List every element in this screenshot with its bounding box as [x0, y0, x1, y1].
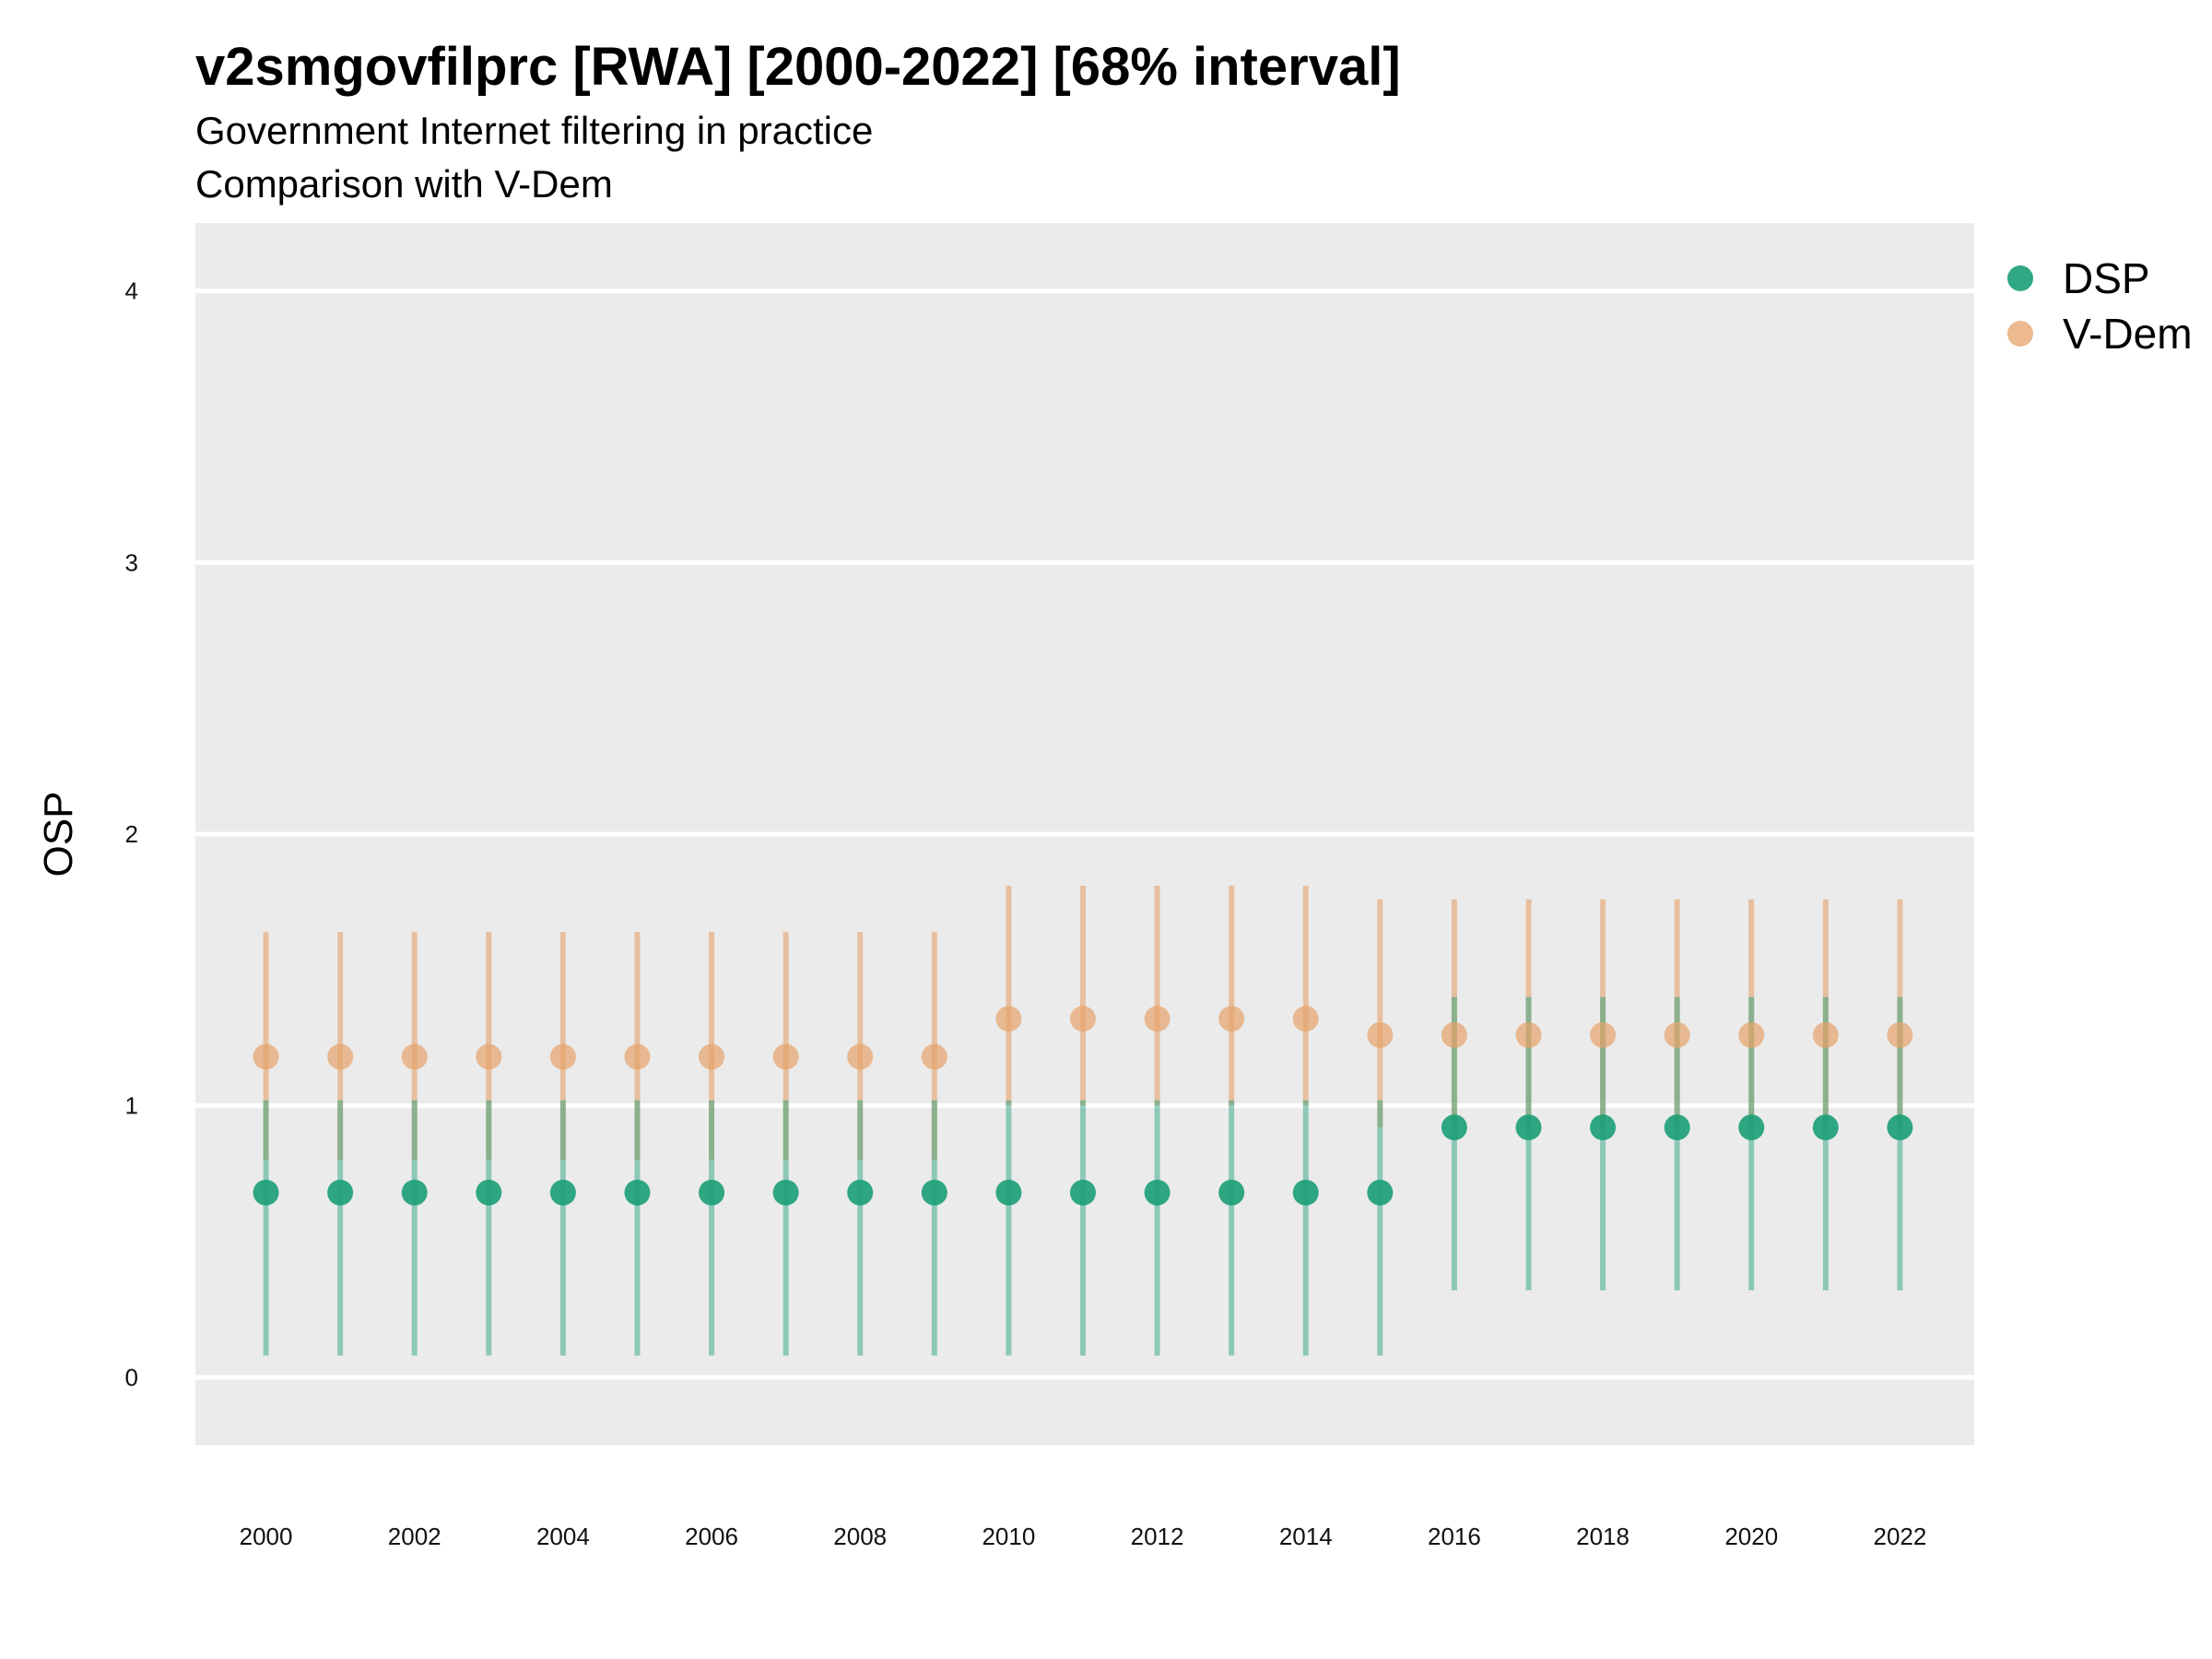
v-dem-point-2016: [1441, 1022, 1467, 1049]
chart-subtitle-line-1: Government Internet filtering in practic…: [195, 109, 873, 152]
v-dem-point-2010: [995, 1006, 1022, 1032]
v-dem-point-2012: [1144, 1006, 1171, 1032]
v-dem-point-2005: [624, 1043, 651, 1070]
dsp-point-2010: [995, 1179, 1022, 1206]
y-axis-ticks: 0 1 2 3 4: [125, 277, 138, 1392]
dsp-point-2022: [1887, 1114, 1913, 1141]
v-dem-point-2001: [327, 1043, 354, 1070]
dsp-point-2003: [476, 1179, 502, 1206]
v-dem-point-2008: [847, 1043, 874, 1070]
legend-dsp-label: DSP: [2063, 254, 2150, 302]
chart-title: v2smgovfilprc [RWA] [2000-2022] [68% int…: [195, 37, 1401, 97]
x-tick-label: 2002: [388, 1523, 441, 1550]
dsp-point-2011: [1069, 1179, 1096, 1206]
chart-subtitle-line-2: Comparison with V-Dem: [195, 162, 613, 206]
dsp-point-2018: [1590, 1114, 1617, 1141]
x-tick-label: 2008: [833, 1523, 887, 1550]
dsp-point-2020: [1738, 1114, 1765, 1141]
x-tick-label: 2020: [1724, 1523, 1778, 1550]
dsp-point-2000: [253, 1179, 279, 1206]
v-dem-point-2014: [1292, 1006, 1319, 1032]
x-tick-label: 2018: [1576, 1523, 1630, 1550]
dsp-point-2015: [1367, 1179, 1394, 1206]
v-dem-point-2002: [401, 1043, 428, 1070]
x-tick-label: 2022: [1873, 1523, 1926, 1550]
dsp-point-2008: [847, 1179, 874, 1206]
dsp-point-2004: [549, 1179, 576, 1206]
dsp-point-2007: [772, 1179, 799, 1206]
v-dem-point-2000: [253, 1043, 279, 1070]
legend: DSP V-Dem: [2007, 254, 2193, 358]
v-dem-point-2021: [1812, 1022, 1839, 1049]
v-dem-point-2022: [1887, 1022, 1913, 1049]
v-dem-point-2017: [1515, 1022, 1542, 1049]
v-dem-point-2020: [1738, 1022, 1765, 1049]
x-tick-label: 2006: [685, 1523, 738, 1550]
x-axis-ticks: 2000 2002 2004 2006 2008 2010 2012 2014 2016 2018…: [240, 1523, 1927, 1550]
legend-vdem-label: V-Dem: [2063, 310, 2193, 358]
v-dem-point-2013: [1218, 1006, 1245, 1032]
v-dem-point-2011: [1069, 1006, 1096, 1032]
y-tick-label: 0: [125, 1363, 138, 1391]
y-tick-label: 1: [125, 1092, 138, 1120]
v-dem-point-2018: [1590, 1022, 1617, 1049]
v-dem-point-2003: [476, 1043, 502, 1070]
y-tick-label: 4: [125, 277, 138, 305]
dsp-point-2005: [624, 1179, 651, 1206]
x-tick-label: 2016: [1428, 1523, 1481, 1550]
y-tick-label: 2: [125, 820, 138, 848]
dsp-point-2002: [401, 1179, 428, 1206]
v-dem-point-2007: [772, 1043, 799, 1070]
dsp-point-2006: [699, 1179, 725, 1206]
dsp-point-2014: [1292, 1179, 1319, 1206]
legend-dsp-marker: [2007, 265, 2033, 291]
y-axis-label: OSP: [36, 792, 81, 877]
dsp-point-2001: [327, 1179, 354, 1206]
x-tick-label: 2000: [240, 1523, 293, 1550]
dsp-point-2013: [1218, 1179, 1245, 1206]
dsp-point-2009: [921, 1179, 947, 1206]
v-dem-point-2015: [1367, 1022, 1394, 1049]
x-tick-label: 2012: [1131, 1523, 1184, 1550]
x-tick-label: 2014: [1279, 1523, 1333, 1550]
dsp-point-2019: [1664, 1114, 1690, 1141]
dsp-point-2016: [1441, 1114, 1467, 1141]
y-tick-label: 3: [125, 548, 138, 576]
v-dem-point-2006: [699, 1043, 725, 1070]
x-tick-label: 2004: [536, 1523, 590, 1550]
dsp-point-2017: [1515, 1114, 1542, 1141]
dsp-point-2012: [1144, 1179, 1171, 1206]
data-points: [253, 1006, 1913, 1206]
v-dem-point-2009: [921, 1043, 947, 1070]
x-tick-label: 2010: [982, 1523, 1035, 1550]
v-dem-point-2004: [549, 1043, 576, 1070]
v-dem-point-2019: [1664, 1022, 1690, 1049]
dsp-point-2021: [1812, 1114, 1839, 1141]
legend-vdem-marker: [2007, 321, 2033, 347]
